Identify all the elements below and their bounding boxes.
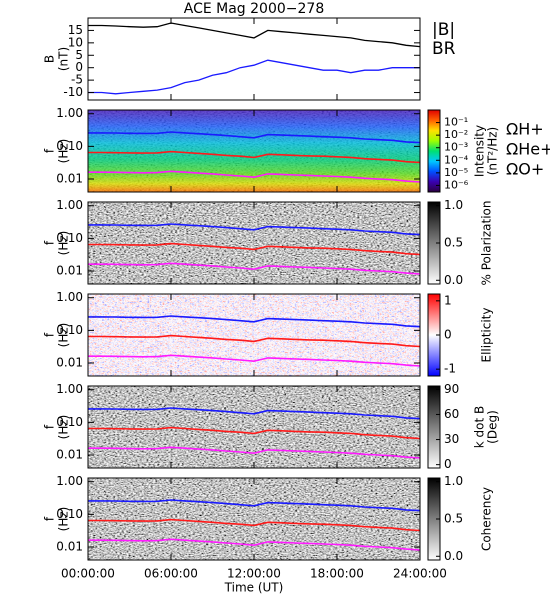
y-tick-label: 0.10 [56,415,83,429]
panel-frame [87,17,421,101]
colorbar-tick-label: 1.0 [444,474,463,488]
y-tick-label: 0.10 [56,139,83,153]
spectrogram-texture [88,110,420,192]
legend-label: ΩO+ [506,160,544,179]
colorbar-tick-label: 10⁻⁵ [444,166,468,179]
colorbar-label: Ellipticity [480,308,494,363]
y-tick-label: 1.00 [56,198,83,212]
series-line [88,242,421,256]
colorbar-tick-label: 1.0 [444,198,463,212]
y-axis-label: (Hz) [57,415,71,440]
y-tick-label: 1.00 [56,474,83,488]
y-tick-label: 0.01 [56,264,83,278]
colorbar-label: (Deg) [486,410,500,444]
legend-label: |B| [432,20,455,40]
y-axis-label: (Hz) [57,507,71,532]
y-tick-label: 0.10 [56,323,83,337]
y-axis-label: f [43,148,57,153]
legend-label: BR [432,39,456,59]
spectrogram-image [88,202,420,284]
colorbar-tick-label: 30 [444,432,459,446]
spectrogram-image [88,478,420,560]
y-tick-label: 0.01 [56,356,83,370]
y-tick-label: 5 [75,48,83,62]
series-line [88,407,421,420]
y-tick-label: 1.00 [56,106,83,120]
colorbar-tick-label: 10⁻⁶ [444,178,469,191]
y-tick-label: 1.00 [56,290,83,304]
y-axis-label: f [43,240,57,245]
y-tick-label: 0.10 [56,231,83,245]
x-tick-label: 24:00:00 [393,567,447,581]
y-axis-label: f [43,332,57,337]
spectrogram-image [88,294,420,376]
colorbar-tick-label: 0.5 [444,236,463,250]
y-tick-label: -5 [71,73,83,87]
series-line [88,315,421,328]
colorbar-tick-label: 0 [444,328,452,342]
colorbar-label: Intensity [473,125,487,177]
y-tick-label: 0.01 [56,172,83,186]
colorbar-tick-label: 10⁻¹ [444,116,468,129]
colorbar-tick-label: 90 [444,382,459,396]
x-tick-label: 12:00:00 [227,567,281,581]
series-line [88,262,421,275]
series-line [88,518,421,532]
colorbar-tick-label: 0.0 [444,273,463,287]
y-tick-label: 0 [75,60,83,74]
legend-label: ΩH+ [506,120,544,139]
x-tick-label: 18:00:00 [310,567,364,581]
legend-label: ΩHe+ [506,140,550,159]
y-tick-label: 0.01 [56,540,83,554]
y-axis-label: f [43,424,57,429]
series-line [88,223,421,236]
colorbar-tick-label: 10⁻³ [444,141,468,154]
colorbar-tick-label: 10⁻⁴ [444,153,469,166]
y-axis-label: B [43,55,57,63]
series-line [88,426,421,440]
y-tick-label: 1.00 [56,382,83,396]
colorbar-tick-label: 0.5 [444,512,463,526]
series-line [88,59,420,95]
y-axis-label: f [43,516,57,521]
y-axis-label: (Hz) [57,323,71,348]
spectrogram-image [88,386,420,468]
y-tick-label: 0.10 [56,507,83,521]
colorbar [427,385,441,469]
series-line [88,150,421,164]
colorbar-tick-label: 60 [444,407,459,421]
y-tick-label: -10 [63,85,83,99]
series-line [88,334,421,348]
colorbar-label: (nT²/Hz) [486,127,500,175]
colorbar-tick-label: 10⁻² [444,128,468,141]
chart-title: ACE Mag 2000−278 [184,1,324,17]
colorbar [427,109,441,193]
colorbar-tick-label: -1 [444,362,456,376]
y-axis-label: (Hz) [57,139,71,164]
colorbar-label: Coherency [480,487,494,551]
x-tick-label: 00:00:00 [61,567,115,581]
colorbar-tick-label: 0 [444,457,452,471]
colorbar-label: % Polarization [480,201,494,286]
series-line [88,354,421,367]
series-line [88,499,421,512]
series-line [88,131,421,144]
y-tick-label: 15 [68,23,83,37]
y-tick-label: 0.01 [56,448,83,462]
series-line [88,170,421,183]
colorbar-tick-label: 0.0 [444,549,463,563]
y-axis-label: (Hz) [57,231,71,256]
colorbar-label: k dot B [473,406,487,448]
x-tick-label: 06:00:00 [144,567,198,581]
x-axis-label: Time (UT) [224,581,284,595]
series-line [88,538,421,551]
series-line [88,446,421,459]
series-line [88,22,421,48]
colorbar-tick-label: 1 [444,293,452,307]
y-tick-label: 10 [68,35,83,49]
y-axis-label: (nT) [57,47,71,71]
